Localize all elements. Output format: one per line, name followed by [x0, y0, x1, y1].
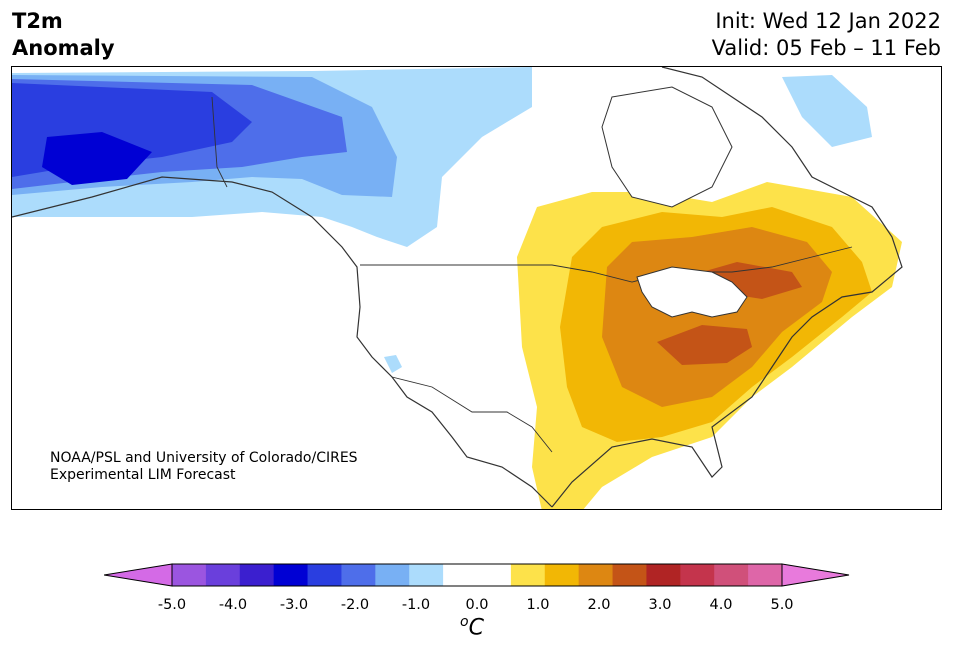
colorbar-tick-label: 0.0 [465, 597, 489, 613]
colorbar-segment [273, 564, 309, 586]
colorbar-segment [544, 564, 580, 586]
anomaly-dark-orange-midwest [657, 325, 752, 365]
credit-line-2: Experimental LIM Forecast [50, 467, 236, 483]
colorbar-segments [172, 564, 783, 586]
colorbar-segment [477, 564, 512, 586]
colorbar-under-triangle [104, 563, 173, 587]
colorbar-segment [646, 564, 681, 586]
coastline-east [551, 67, 903, 508]
anomaly-deep-blue-region [42, 132, 152, 185]
map-title: T2m Anomaly [12, 8, 115, 62]
colorbar-tick-label: -4.0 [218, 597, 248, 613]
unit-base: C [468, 615, 484, 641]
colorbar-segment [409, 564, 444, 586]
anomaly-pale-blue-nevada [384, 355, 402, 373]
colorbar-segment [510, 564, 546, 586]
colorbar-segment [443, 564, 478, 586]
colorbar-tick-label: 3.0 [648, 597, 672, 613]
colorbar [104, 563, 850, 587]
variable-label: T2m [12, 9, 63, 33]
colorbar-segment [172, 564, 207, 586]
init-date: Init: Wed 12 Jan 2022 [715, 9, 941, 33]
colorbar-tick-label: 4.0 [709, 597, 733, 613]
colorbar-tick-label: 2.0 [587, 597, 611, 613]
colorbar-tick-label: 1.0 [526, 597, 550, 613]
anomaly-orange-region [602, 227, 832, 407]
valid-date: Valid: 05 Feb – 11 Feb [711, 36, 941, 60]
colorbar-tick-label: 5.0 [770, 597, 794, 613]
colorbar-tick-labels: -5.0 -4.0 -3.0 -2.0 -1.0 0.0 1.0 2.0 3.0 4.0 5.0 [0, 597, 953, 617]
hudson-bay [601, 86, 733, 208]
colorbar-segment [375, 564, 410, 586]
colorbar-segment [714, 564, 749, 586]
colorbar-segment [307, 564, 342, 586]
colorbar-tick-label: -5.0 [157, 597, 187, 613]
unit-degree: o [460, 614, 469, 630]
us-mexico-border [391, 376, 553, 453]
colorbar-outline [171, 563, 783, 587]
colorbar-tick-label: -3.0 [279, 597, 309, 613]
anomaly-map: NOAA/PSL and University of Colorado/CIRE… [11, 66, 942, 510]
credit-text: NOAA/PSL and University of Colorado/CIRE… [50, 450, 358, 484]
colorbar-tick-label: -1.0 [401, 597, 431, 613]
credit-line-1: NOAA/PSL and University of Colorado/CIRE… [50, 450, 358, 466]
colorbar-segment [612, 564, 647, 586]
colorbar-segment [748, 564, 783, 586]
us-canada-border [360, 246, 853, 283]
great-lakes [636, 266, 748, 318]
anomaly-label: Anomaly [12, 36, 115, 60]
coastline-west [12, 176, 553, 508]
colorbar-segment [341, 564, 376, 586]
alaska-border [211, 96, 228, 188]
anomaly-pale-blue-hudson [782, 75, 872, 147]
forecast-dates: Init: Wed 12 Jan 2022 Valid: 05 Feb – 11… [712, 8, 941, 62]
colorbar-tick-label: -2.0 [340, 597, 370, 613]
colorbar-segment [578, 564, 614, 586]
map-svg [12, 67, 903, 509]
colorbar-unit: oC [460, 614, 484, 640]
colorbar-segment [239, 564, 275, 586]
colorbar-over-triangle [781, 563, 850, 587]
colorbar-segment [205, 564, 241, 586]
colorbar-segment [680, 564, 715, 586]
